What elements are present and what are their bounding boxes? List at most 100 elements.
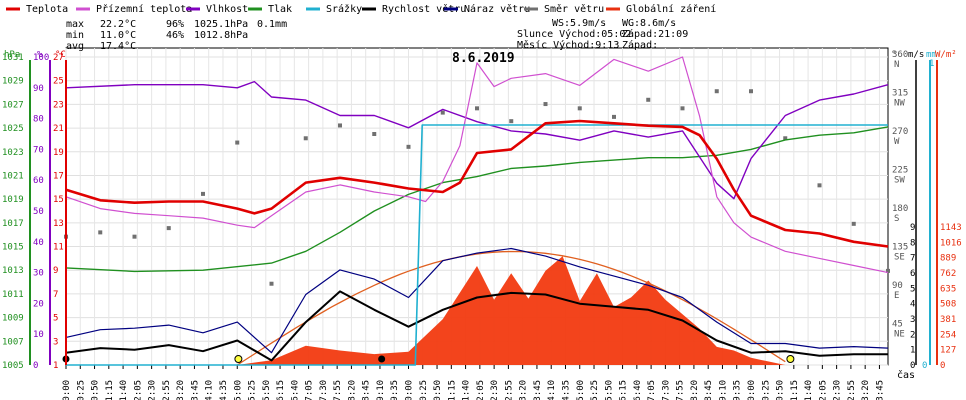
- axis-temperature-tick: 23: [53, 100, 64, 110]
- x-tick-label: 19:35: [733, 380, 743, 400]
- wind-direction-point: [338, 123, 342, 128]
- axis-temperature-unit: °C: [55, 50, 66, 60]
- stats-min-humidity: 46%: [166, 30, 184, 41]
- axis-temperature-tick: 5: [53, 314, 58, 324]
- x-tick-label: 05:00: [233, 380, 243, 400]
- axis-temperature-tick: 15: [53, 195, 64, 205]
- axis-rain-tick: 0: [922, 361, 927, 371]
- x-tick-label: 19:10: [718, 380, 728, 400]
- wind-direction-point: [475, 106, 479, 111]
- x-tick-label: 10:00: [405, 380, 415, 400]
- wind-direction-point: [817, 183, 822, 188]
- axis-direction-tick: 135: [892, 243, 908, 253]
- moonrise-marker: [378, 355, 386, 363]
- axis-radiation-tick: 635: [940, 284, 956, 294]
- axis-hpa-tick: 1013: [2, 266, 24, 276]
- axis-direction-label: SW: [894, 176, 905, 186]
- legend-label: Globální záření: [626, 3, 716, 15]
- x-tick-label: 15:25: [590, 380, 600, 400]
- wind-direction-point: [509, 119, 514, 124]
- series-wind-speed-line: [65, 290, 888, 362]
- wind-direction-point: [440, 110, 445, 115]
- x-tick-label: 17:55: [676, 380, 686, 400]
- wind-direction-point: [851, 221, 856, 226]
- wind-direction-point: [406, 144, 411, 149]
- wind-direction-point: [201, 191, 205, 196]
- axis-hpa-tick: 1009: [2, 314, 24, 324]
- wind-direction-point: [646, 97, 651, 102]
- wind-direction-point: [543, 102, 548, 107]
- x-tick-label: 02:30: [148, 380, 158, 400]
- x-tick-label: 02:55: [162, 380, 172, 400]
- x-tick-label: 09:35: [390, 380, 400, 400]
- axis-temperature-tick: 25: [53, 77, 64, 87]
- x-tick-label: 00:25: [76, 380, 86, 400]
- axis-wind-tick: 9: [910, 223, 915, 233]
- legend-label: Teplota: [26, 4, 68, 15]
- axis-radiation-unit: W/m²: [935, 50, 957, 60]
- x-tick-label: 20:00: [747, 380, 757, 400]
- x-tick-label: 04:10: [205, 380, 215, 400]
- x-tick-label: 12:05: [476, 380, 486, 400]
- wind-direction-point: [235, 140, 240, 145]
- x-tick-label: 00:00: [62, 380, 72, 400]
- legend-label: Rychlost větru: [382, 3, 466, 15]
- axis-hpa-tick: 1021: [2, 171, 24, 181]
- axis-hpa-tick: 1007: [2, 337, 24, 347]
- x-tick-label: 01:15: [105, 380, 115, 400]
- axis-direction-tick: 270: [892, 127, 908, 137]
- series-pressure-line: [65, 126, 889, 273]
- axis-wind-tick: 0: [910, 361, 915, 371]
- axis-radiation-tick: 127: [940, 346, 956, 356]
- x-tick-label: 12:30: [490, 380, 500, 400]
- x-tick-label: 22:05: [818, 380, 828, 400]
- x-tick-label: 18:45: [704, 380, 714, 400]
- axis-wind-tick: 6: [910, 269, 915, 279]
- stats-min-label: min: [66, 30, 84, 41]
- stats-min-temp: 11.0°C: [100, 30, 136, 41]
- info-sunrise: Slunce Východ:05:02: [517, 28, 631, 40]
- x-tick-label: 08:20: [347, 380, 357, 400]
- series-wind-gust-line: [65, 247, 889, 354]
- axis-radiation-tick: 508: [940, 300, 956, 310]
- x-tick-label: 02:05: [133, 380, 143, 400]
- axis-direction-tick: 360: [892, 50, 908, 60]
- x-tick-label: 00:50: [91, 380, 101, 400]
- axis-hpa-tick: 1017: [2, 219, 24, 229]
- stats-max-humidity: 96%: [166, 19, 184, 30]
- chart-title-date: 8.6.2019: [452, 51, 515, 66]
- x-tick-label: 08:45: [362, 380, 372, 400]
- axis-hpa-tick: 1015: [2, 243, 24, 253]
- axis-humidity-tick: 60: [33, 176, 44, 186]
- x-tick-label: 04:35: [219, 380, 229, 400]
- x-tick-label: 12:55: [504, 380, 514, 400]
- axis-humidity-tick: 90: [33, 84, 44, 94]
- wind-direction-point: [577, 106, 582, 111]
- x-tick-label: 15:50: [604, 380, 614, 400]
- wind-direction-point: [886, 268, 890, 273]
- wind-direction-point: [132, 234, 137, 239]
- axis-wind-tick: 1: [910, 346, 915, 356]
- axis-wind-tick: 8: [910, 238, 915, 248]
- x-tick-label: 22:30: [833, 380, 843, 400]
- axis-direction-label: S: [894, 214, 899, 224]
- axis-direction-tick: 315: [892, 89, 908, 99]
- info-moonset: Západ:: [622, 39, 658, 51]
- info-wind-gust: WG:8.6m/s: [622, 18, 676, 29]
- axis-radiation-tick: 381: [940, 315, 956, 325]
- x-tick-label: 05:50: [262, 380, 272, 400]
- axis-humidity-tick: 70: [33, 145, 44, 155]
- wind-direction-point: [714, 89, 719, 94]
- axis-temperature-tick: 9: [53, 266, 58, 276]
- x-tick-label: 14:10: [547, 380, 557, 400]
- axis-direction-tick: 225: [892, 166, 908, 176]
- x-tick-label: 16:15: [619, 380, 629, 400]
- axis-direction-label: E: [894, 291, 899, 301]
- sunrise-marker: [234, 355, 243, 363]
- x-tick-label: 07:30: [319, 380, 329, 400]
- axis-wind-tick: 2: [910, 330, 915, 340]
- x-tick-label: 21:15: [790, 380, 800, 400]
- legend-label: Srážky: [326, 3, 362, 15]
- x-tick-label: 11:15: [447, 380, 457, 400]
